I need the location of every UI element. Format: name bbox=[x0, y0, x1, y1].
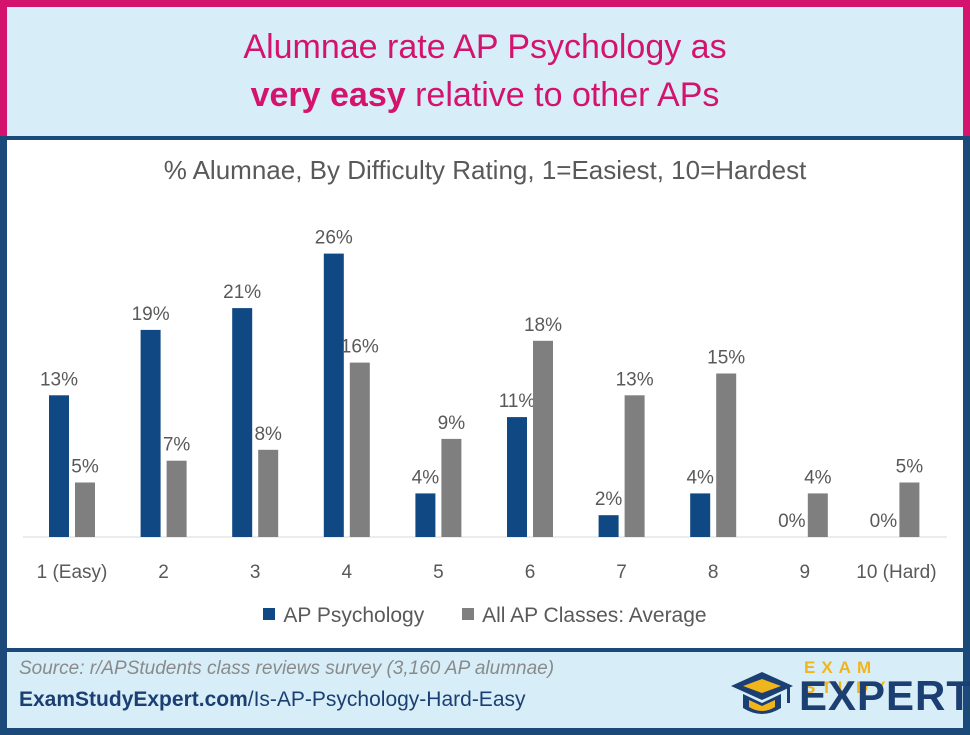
x-tick-label-8: 8 bbox=[708, 562, 719, 583]
legend-label-all-ap-average: All AP Classes: Average bbox=[482, 604, 707, 627]
bar-ap-psychology-3 bbox=[232, 308, 253, 537]
bar-all-ap-average-10 bbox=[899, 482, 920, 537]
x-tick-label-6: 6 bbox=[525, 562, 536, 583]
data-label-ap-psychology-1: 13% bbox=[40, 369, 78, 390]
bar-ap-psychology-6 bbox=[507, 417, 527, 537]
data-label-all-ap-average-2: 7% bbox=[163, 435, 191, 456]
data-label-ap-psychology-7: 2% bbox=[595, 489, 623, 510]
bar-all-ap-average-5 bbox=[441, 438, 462, 537]
x-tick-label-4: 4 bbox=[342, 562, 353, 583]
headline-emphasis: very easy bbox=[250, 76, 406, 114]
bar-ap-psychology-4 bbox=[323, 253, 344, 537]
legend-swatch-ap-psychology bbox=[263, 608, 276, 621]
data-label-ap-psychology-9: 0% bbox=[778, 511, 806, 532]
x-tick-label-10: 10 (Hard) bbox=[856, 562, 936, 583]
data-label-all-ap-average-5: 9% bbox=[438, 413, 466, 434]
logo-wordmark: EXPERT bbox=[799, 672, 970, 719]
x-tick-label-5: 5 bbox=[433, 562, 444, 583]
x-tick-label-7: 7 bbox=[616, 562, 627, 583]
data-label-all-ap-average-10: 5% bbox=[896, 457, 924, 478]
exam-study-expert-logo: EXAM STUDY EXPERT bbox=[729, 658, 970, 724]
legend-item-ap-psychology: AP Psychology bbox=[263, 604, 424, 628]
legend-label-ap-psychology: AP Psychology bbox=[283, 604, 425, 627]
source-url[interactable]: ExamStudyExpert.com/Is-AP-Psychology-Har… bbox=[19, 688, 526, 712]
data-label-ap-psychology-4: 26% bbox=[315, 228, 353, 249]
legend-item-all-ap-average: All AP Classes: Average bbox=[462, 604, 707, 628]
data-label-ap-psychology-3: 21% bbox=[223, 282, 261, 303]
x-tick-label-1: 1 (Easy) bbox=[37, 562, 108, 583]
data-label-all-ap-average-6: 18% bbox=[524, 315, 562, 336]
bar-all-ap-average-8 bbox=[716, 373, 737, 537]
bar-all-ap-average-1 bbox=[75, 482, 95, 537]
data-label-all-ap-average-7: 13% bbox=[616, 369, 654, 390]
data-label-all-ap-average-1: 5% bbox=[71, 457, 99, 478]
chart-title: % Alumnae, By Difficulty Rating, 1=Easie… bbox=[164, 155, 807, 185]
source-url-path: /Is-AP-Psychology-Hard-Easy bbox=[247, 688, 526, 711]
headline-text-1: Alumnae rate AP Psychology as bbox=[243, 28, 727, 66]
chart-panel: % Alumnae, By Difficulty Rating, 1=Easie… bbox=[7, 140, 963, 648]
headline-text-2: relative to other APs bbox=[405, 76, 720, 114]
bar-ap-psychology-1 bbox=[49, 395, 69, 537]
bar-all-ap-average-7 bbox=[624, 395, 645, 537]
bar-chart: % Alumnae, By Difficulty Rating, 1=Easie… bbox=[23, 155, 947, 583]
bar-all-ap-average-2 bbox=[166, 460, 187, 537]
logo-tagline: EXAM STUDY bbox=[804, 658, 892, 697]
bar-ap-psychology-7 bbox=[598, 515, 619, 537]
graduation-cap-icon bbox=[731, 672, 793, 714]
data-label-all-ap-average-8: 15% bbox=[707, 348, 745, 369]
x-tick-label-9: 9 bbox=[800, 562, 811, 583]
bar-all-ap-average-3 bbox=[258, 449, 279, 537]
data-label-ap-psychology-6: 11% bbox=[499, 391, 536, 412]
header-banner bbox=[0, 0, 970, 136]
data-label-ap-psychology-5: 4% bbox=[412, 467, 440, 488]
data-label-ap-psychology-8: 4% bbox=[686, 467, 714, 488]
data-label-ap-psychology-2: 19% bbox=[132, 304, 170, 325]
chart-marks: 13% 5% 1 (Easy) 19% 7% 2 21% 8% 3 26% 16% 4 4% 9% 5 11%… bbox=[23, 228, 947, 583]
legend-swatch-all-ap-average bbox=[462, 608, 475, 621]
bar-all-ap-average-4 bbox=[349, 362, 370, 537]
bar-ap-psychology-8 bbox=[690, 493, 711, 537]
headline-line-2: very easy relative to other APs bbox=[0, 76, 970, 115]
bar-all-ap-average-9 bbox=[807, 493, 828, 537]
source-url-domain: ExamStudyExpert.com bbox=[19, 688, 248, 711]
bar-ap-psychology-5 bbox=[415, 493, 436, 537]
data-label-ap-psychology-10: 0% bbox=[870, 511, 898, 532]
data-label-all-ap-average-9: 4% bbox=[804, 467, 832, 488]
chart-legend: AP Psychology All AP Classes: Average bbox=[7, 604, 963, 628]
x-tick-label-3: 3 bbox=[250, 562, 261, 583]
data-label-all-ap-average-3: 8% bbox=[254, 424, 282, 445]
bar-all-ap-average-6 bbox=[533, 340, 553, 537]
headline-line-1: Alumnae rate AP Psychology as bbox=[0, 28, 970, 67]
bar-ap-psychology-2 bbox=[140, 329, 161, 537]
footer: Source: r/APStudents class reviews surve… bbox=[7, 652, 970, 728]
source-note: Source: r/APStudents class reviews surve… bbox=[19, 658, 555, 679]
x-tick-label-2: 2 bbox=[158, 562, 169, 583]
data-label-all-ap-average-4: 16% bbox=[341, 337, 379, 358]
